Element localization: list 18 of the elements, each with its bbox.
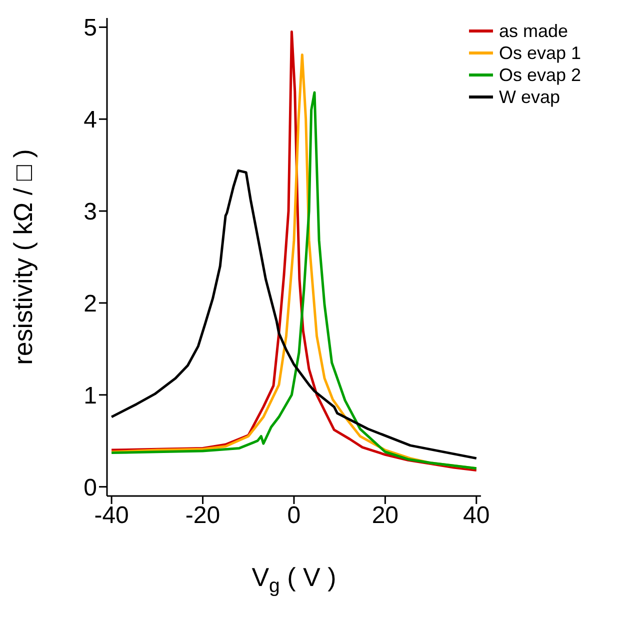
y-axis-title: resistivity ( kΩ / □ ) [8, 149, 38, 365]
x-tick-label: -20 [185, 502, 220, 530]
legend-label: Os evap 2 [498, 64, 581, 86]
x-tick-label: -40 [94, 502, 129, 530]
y-tick-label: 0 [84, 474, 97, 502]
legend-label: as made [498, 20, 568, 42]
y-tick-label: 2 [84, 290, 97, 318]
y-tick-label: 4 [84, 106, 97, 134]
x-tick-label: 40 [463, 502, 490, 530]
x-axis-title: V$_{g}$ ( V ) [252, 562, 336, 597]
line-series [110, 169, 478, 460]
legend-label: Os evap 1 [498, 42, 581, 64]
x-tick-label: 20 [372, 502, 399, 530]
x-tick-label: 0 [287, 502, 301, 530]
y-tick-label: 1 [84, 382, 97, 410]
y-tick-label: 5 [84, 14, 97, 42]
y-tick-label: 3 [84, 198, 97, 226]
legend-label: W evap [498, 86, 560, 108]
